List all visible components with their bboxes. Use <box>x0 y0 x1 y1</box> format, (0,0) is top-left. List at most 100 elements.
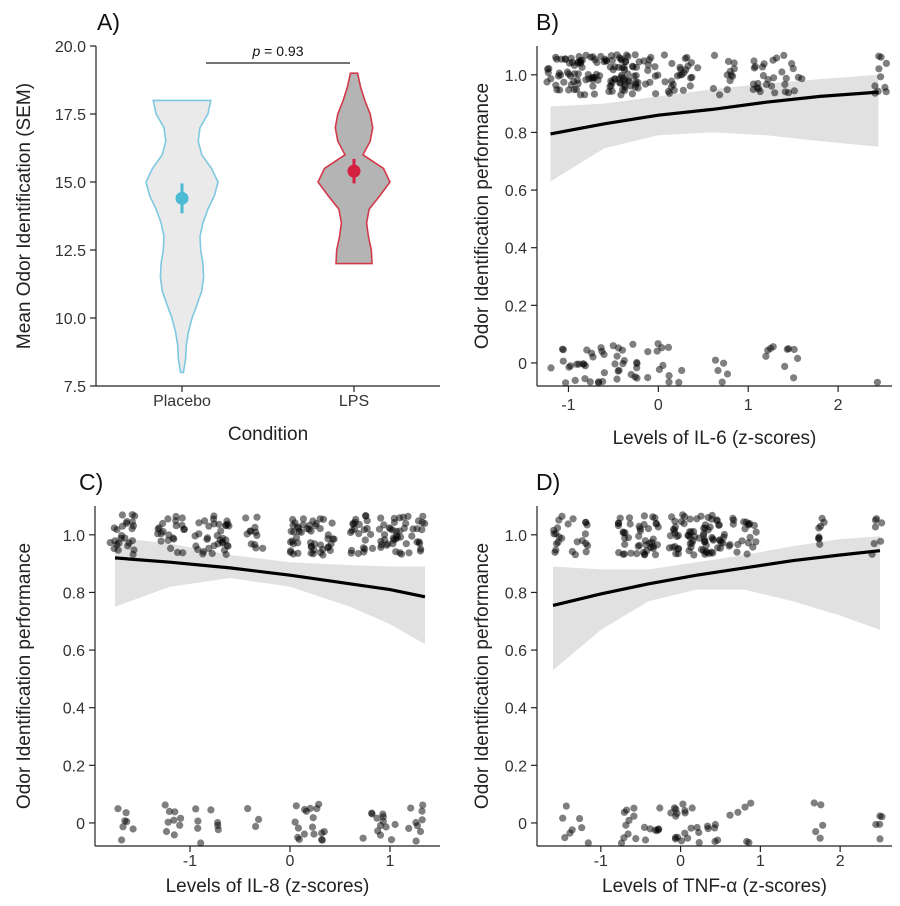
data-point <box>387 836 396 844</box>
data-point <box>553 55 561 63</box>
data-point <box>582 518 590 527</box>
data-point <box>374 827 382 835</box>
data-point <box>557 71 565 79</box>
data-point <box>307 549 315 557</box>
data-point <box>347 549 355 557</box>
data-point <box>547 75 555 83</box>
data-point <box>634 542 642 550</box>
data-point <box>590 90 599 98</box>
data-point <box>621 83 629 91</box>
data-point <box>669 543 677 551</box>
data-point <box>694 64 702 72</box>
data-point <box>676 63 684 71</box>
data-point <box>552 546 560 554</box>
fit-line <box>550 90 879 136</box>
data-point <box>653 347 661 355</box>
data-point <box>674 545 682 553</box>
data-point <box>771 89 779 97</box>
data-point <box>673 532 681 541</box>
x-tick-label: 1 <box>756 853 765 870</box>
data-point <box>720 359 728 367</box>
x-tick-label: 0 <box>286 853 295 870</box>
data-point <box>589 82 597 90</box>
data-point <box>871 523 880 531</box>
y-tick-label: 0.4 <box>63 701 85 718</box>
data-point <box>222 550 230 559</box>
data-point <box>876 812 884 820</box>
data-point <box>122 809 130 817</box>
data-point <box>195 530 203 538</box>
y-tick-label: 7.5 <box>64 379 86 396</box>
data-point <box>115 539 123 547</box>
panel-b: B) 0 0.2 0.4 0.6 0.8 1.0 Odor Identification pe… <box>472 9 892 449</box>
data-point <box>294 833 302 842</box>
data-point <box>620 357 628 365</box>
data-point <box>611 360 619 368</box>
data-point <box>687 543 695 551</box>
data-point <box>631 51 639 59</box>
data-point <box>197 839 205 847</box>
data-point <box>547 364 555 372</box>
data-point <box>324 543 333 551</box>
data-point <box>545 64 553 73</box>
data-point <box>745 839 753 847</box>
data-point <box>559 357 567 365</box>
data-point <box>354 549 362 558</box>
data-point <box>203 534 212 542</box>
data-point <box>118 511 126 519</box>
data-point <box>875 65 883 73</box>
y-tick-label: 15.0 <box>55 175 86 192</box>
data-point <box>582 548 590 556</box>
data-point <box>600 369 609 377</box>
y-tick-label: 0.8 <box>505 125 527 142</box>
data-point <box>571 551 580 559</box>
data-point <box>419 512 427 520</box>
y-tick-label: 0.2 <box>505 298 527 315</box>
y-tick-label: 0.6 <box>505 183 527 200</box>
data-point <box>598 347 606 355</box>
data-point <box>290 528 298 536</box>
data-point <box>693 823 701 832</box>
data-point <box>170 816 178 824</box>
data-point <box>790 374 798 382</box>
data-point <box>630 804 638 812</box>
data-point <box>701 550 709 558</box>
data-point <box>680 520 688 528</box>
data-point <box>320 828 328 836</box>
data-point <box>208 549 216 558</box>
data-point <box>611 75 619 83</box>
data-point <box>711 820 720 829</box>
data-point <box>675 378 683 386</box>
data-point <box>582 76 590 84</box>
data-point <box>620 66 629 74</box>
data-point <box>243 530 251 538</box>
data-point <box>668 59 676 68</box>
data-point <box>759 72 768 80</box>
data-point <box>396 549 404 557</box>
data-point <box>574 70 582 78</box>
data-point <box>561 834 569 842</box>
data-point <box>741 803 749 811</box>
data-point <box>817 801 825 809</box>
data-point <box>785 345 793 353</box>
data-point <box>391 820 399 829</box>
data-point <box>359 834 367 842</box>
data-point <box>128 518 136 526</box>
data-point <box>670 804 679 812</box>
data-point <box>412 837 420 845</box>
data-point <box>199 550 207 558</box>
data-point <box>413 538 421 546</box>
x-tick-label: 1 <box>744 397 753 414</box>
data-point <box>794 354 802 362</box>
data-point <box>816 834 824 842</box>
data-point <box>385 524 393 532</box>
data-point <box>790 345 798 354</box>
data-point <box>124 542 132 550</box>
data-point <box>711 356 720 364</box>
data-point <box>679 800 687 808</box>
data-point <box>584 542 592 550</box>
data-point <box>118 836 126 844</box>
data-point <box>690 551 698 559</box>
data-point <box>816 540 824 548</box>
panel-d: D) 0 0.2 0.4 0.6 0.8 1.0 Odor Identification pe… <box>472 469 892 897</box>
